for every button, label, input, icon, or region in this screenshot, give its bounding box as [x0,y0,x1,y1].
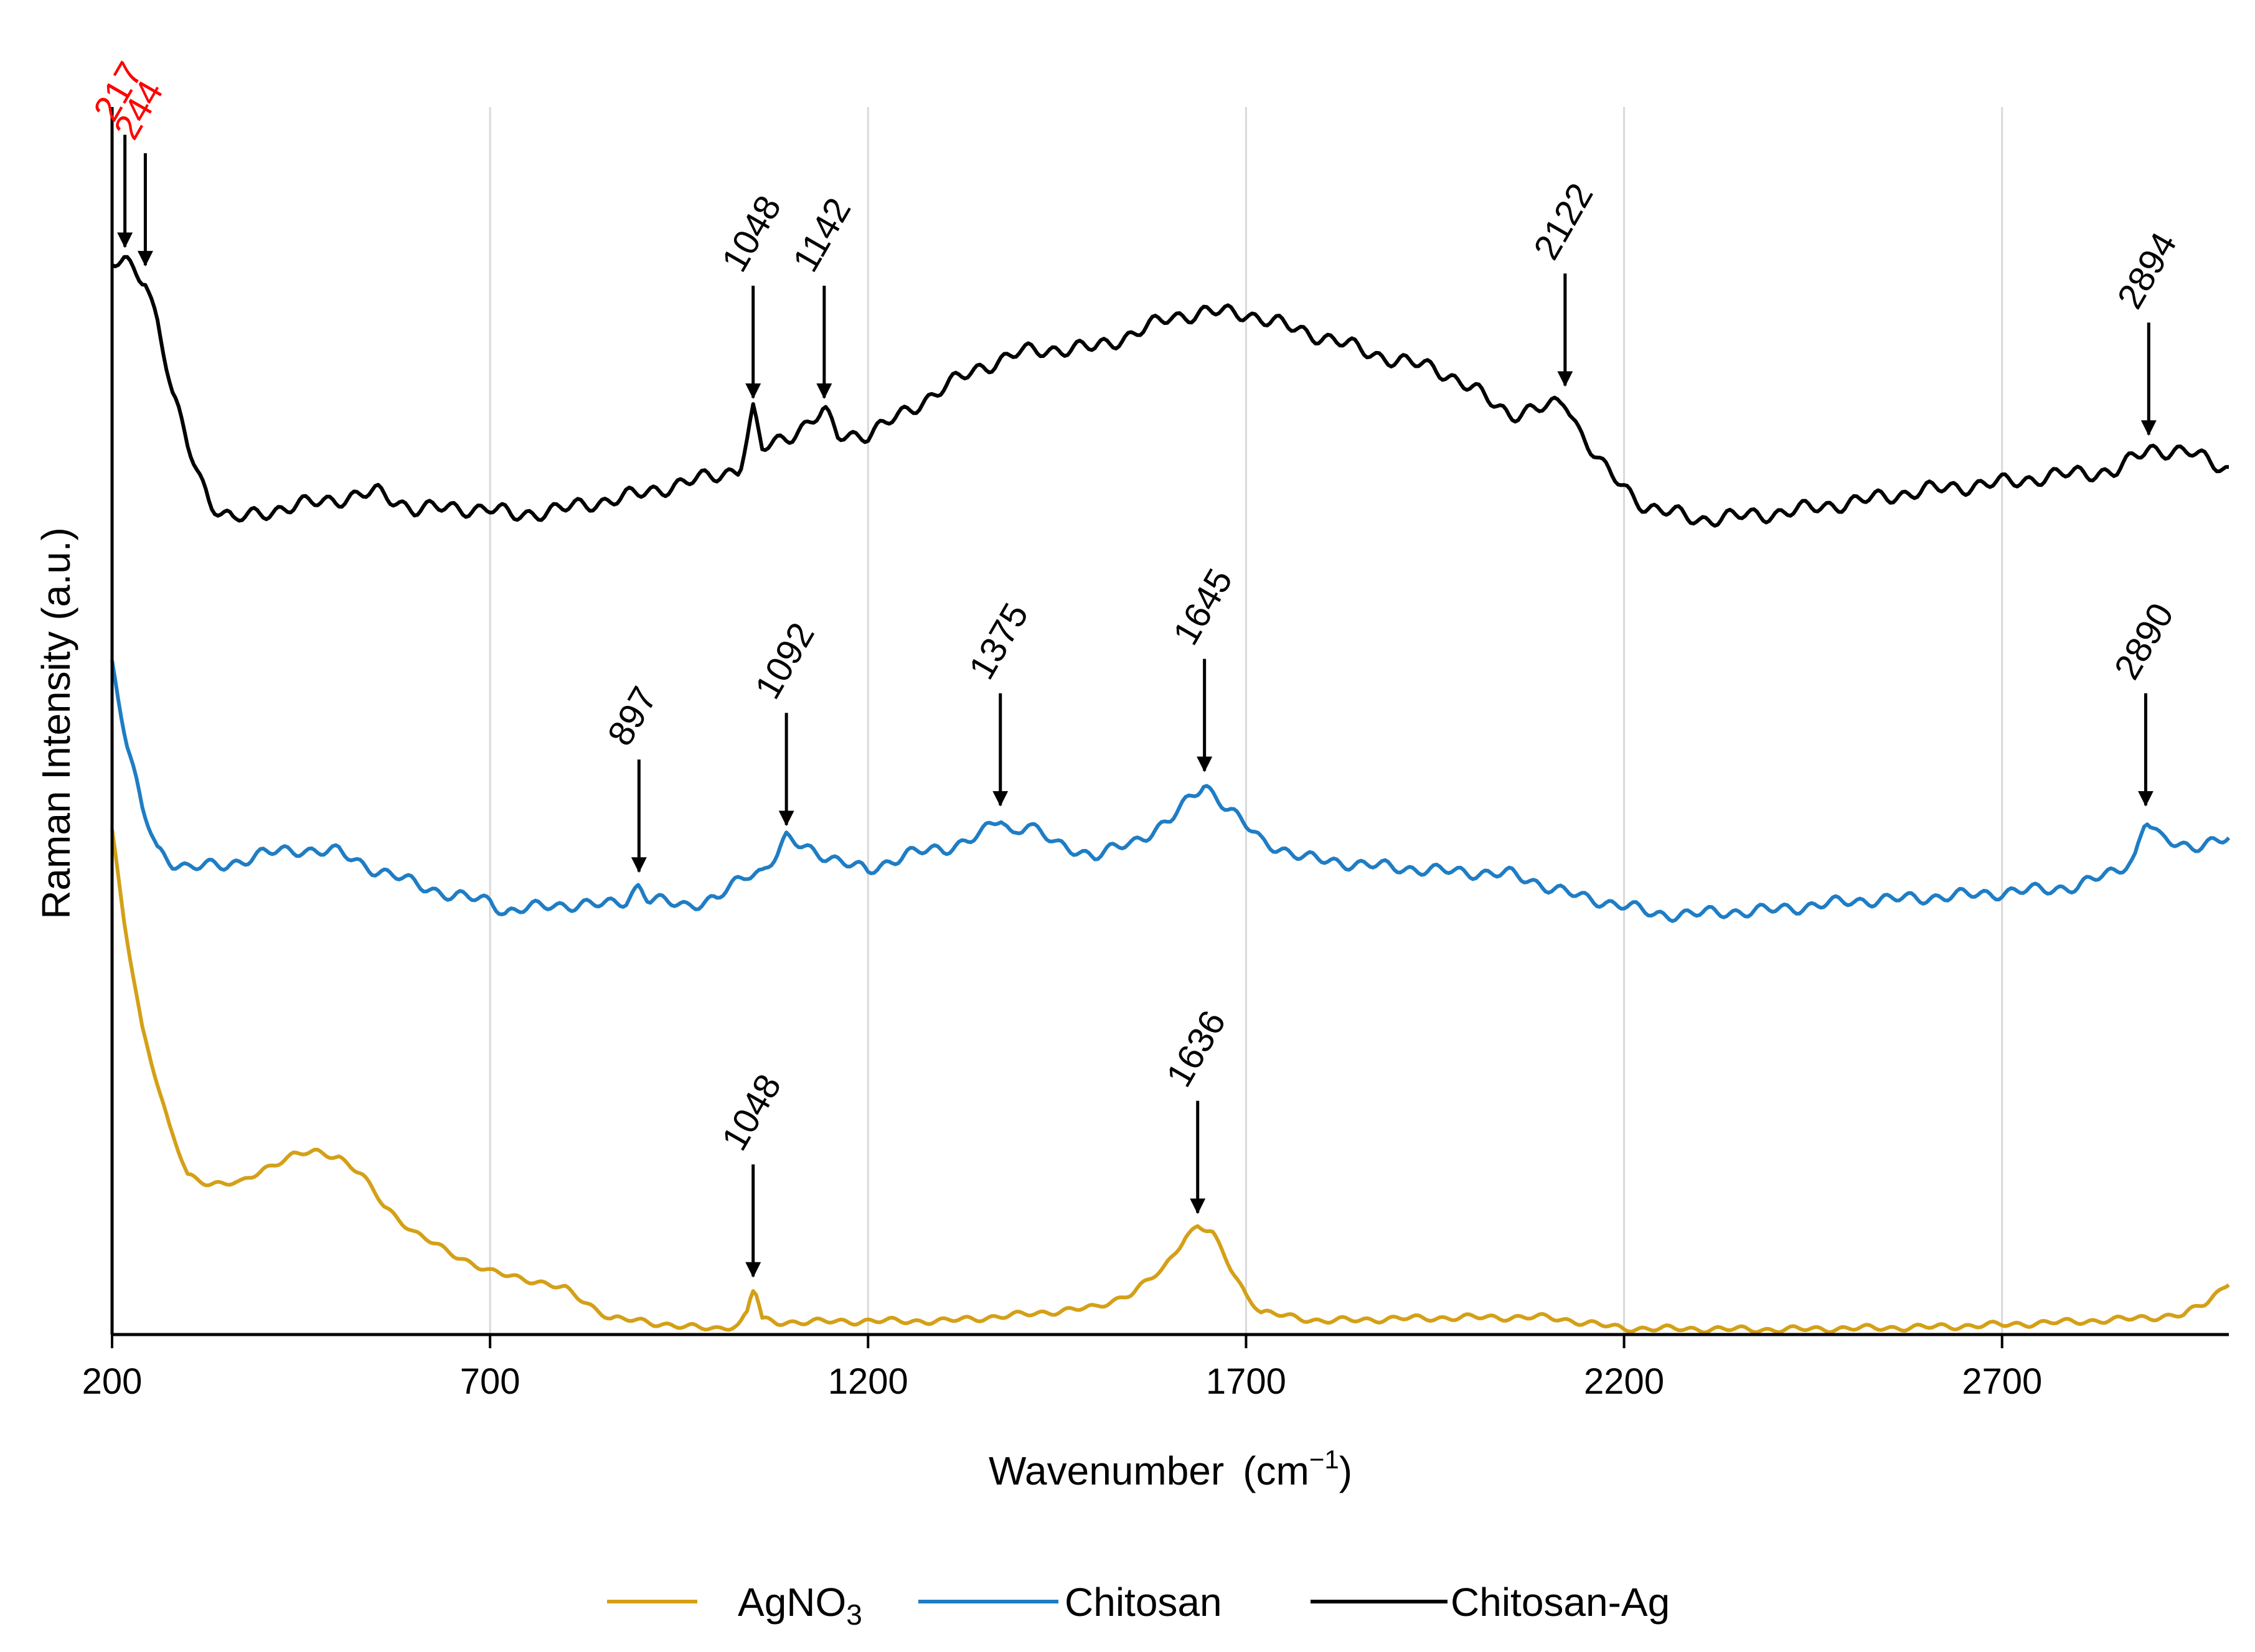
legend-label-agno3-base: AgNO [738,1580,846,1625]
annotation-chitosan-1375: 1375 [961,596,1037,807]
annotation-label: 1092 [747,616,822,706]
annotation-label: 2890 [2106,596,2182,686]
annotation-label: 1636 [1159,1004,1234,1094]
x-tick-label-2200: 2200 [1584,1361,1664,1402]
legend-label-agno3-subscript: 3 [846,1598,862,1631]
x-tick-label-700: 700 [460,1361,520,1402]
legend-label-agno3: AgNO3 [738,1580,862,1631]
annotation-agno3-1636: 1636 [1159,1004,1234,1214]
annotation-label: 1142 [785,191,859,279]
x-axis-title-unit-close: ) [1339,1448,1352,1493]
annotation-label: 2122 [1526,177,1601,266]
annotation-label: 2894 [2109,225,2185,315]
x-ticks: 200 700 1200 1700 2200 2700 [82,1335,2042,1402]
annotation-chitosan-1645: 1645 [1165,562,1241,772]
series-line-agno3 [110,829,2230,1335]
x-tick-label-1700: 1700 [1206,1361,1286,1402]
series-line-chitosan [110,660,2231,923]
annotation-chitosan-ag-2894: 2894 [2109,225,2185,436]
annotation-chitosan-ag-1048: 1048 [714,189,789,400]
spectra [110,255,2231,1335]
annotation-label: 1645 [1165,562,1241,652]
legend-item-chitosan: Chitosan [918,1580,1222,1625]
annotation-chitosan-ag-1142: 1142 [785,191,859,400]
annotation-chitosan-ag-2122: 2122 [1526,177,1601,387]
x-tick-label-1200: 1200 [828,1361,908,1402]
x-axis-title-unit: (cm [1243,1448,1309,1493]
annotation-chitosan-897: 897 [600,680,665,873]
series-line-chitosan-ag [111,255,2229,528]
legend-label-chitosan: Chitosan [1065,1580,1222,1625]
x-axis-title-label: Wavenumber [989,1448,1224,1493]
legend-item-agno3: AgNO3 [607,1580,862,1631]
vertical-gridlines [489,107,2003,1335]
annotation-chitosan-1092: 1092 [747,616,822,827]
annotation-label: 1048 [714,189,789,278]
x-tick-label-2700: 2700 [1962,1361,2042,1402]
annotation-label: 1375 [961,596,1037,686]
legend-item-chitosan-ag: Chitosan-Ag [1311,1580,1670,1625]
legend-label-chitosan-ag: Chitosan-Ag [1451,1580,1670,1625]
y-axis-title: Raman Intensity (a.u.) [34,527,78,919]
annotation-label: 1048 [714,1068,789,1157]
x-axis-title: Wavenumber (cm−1) [989,1445,1352,1493]
x-tick-label-200: 200 [82,1361,143,1402]
legend: AgNO3 Chitosan Chitosan-Ag [607,1580,1670,1631]
annotation-label: 897 [600,680,665,752]
annotation-agno3-1048: 1048 [714,1068,789,1278]
annotation-chitosan-2890: 2890 [2106,596,2182,807]
x-axis-title-unit-exponent: −1 [1309,1445,1339,1474]
axes [110,107,2229,1336]
